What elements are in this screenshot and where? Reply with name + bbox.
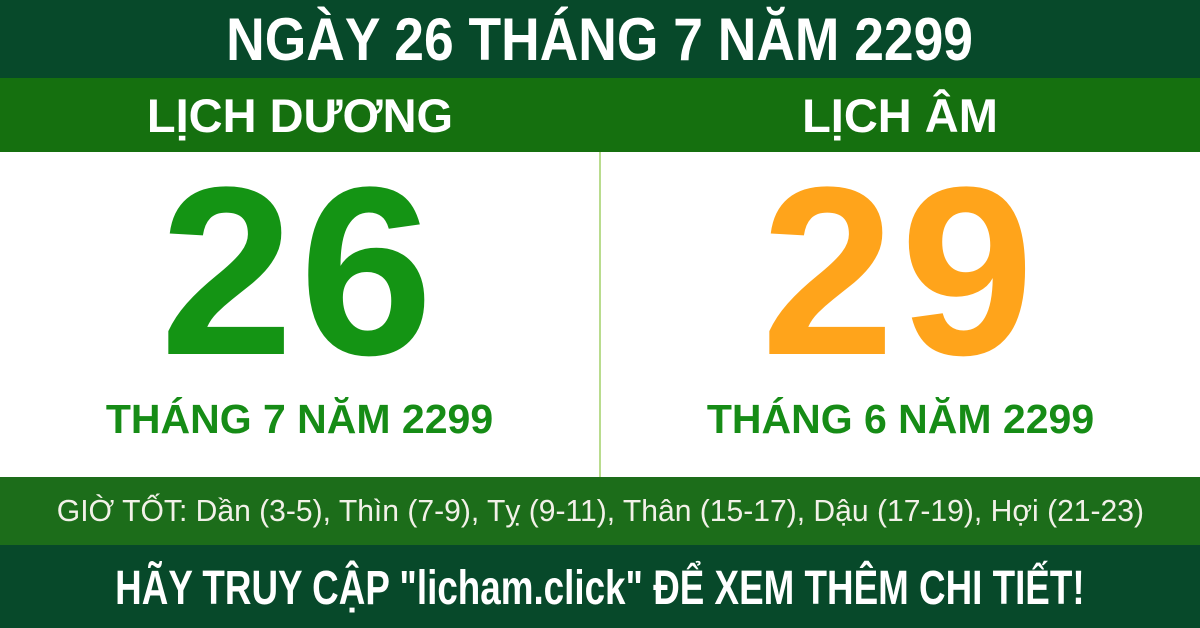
calendar-panels: 26 THÁNG 7 NĂM 2299 29 THÁNG 6 NĂM 2299 — [0, 137, 1200, 477]
lunar-panel: 29 THÁNG 6 NĂM 2299 — [601, 137, 1200, 477]
solar-calendar-header: LỊCH DƯƠNG — [0, 78, 600, 152]
footer-cta-text: HÃY TRUY CẬP "licham.click" ĐỂ XEM THÊM … — [115, 559, 1085, 614]
lunar-day-number: 29 — [761, 137, 1040, 405]
solar-panel: 26 THÁNG 7 NĂM 2299 — [0, 137, 599, 477]
panel-divider — [599, 152, 601, 477]
calendar-type-bar: LỊCH DƯƠNG LỊCH ÂM — [0, 78, 1200, 152]
footer-cta-bar: HÃY TRUY CẬP "licham.click" ĐỂ XEM THÊM … — [0, 545, 1200, 628]
solar-month-year: THÁNG 7 NĂM 2299 — [105, 396, 494, 442]
lunar-month-year: THÁNG 6 NĂM 2299 — [706, 396, 1095, 442]
solar-calendar-label: LỊCH DƯƠNG — [146, 88, 454, 142]
solar-day-number: 26 — [160, 137, 439, 405]
lunar-calendar-header: LỊCH ÂM — [600, 78, 1200, 152]
good-hours-bar: GIỜ TỐT: Dần (3-5), Thìn (7-9), Tỵ (9-11… — [0, 477, 1200, 545]
lunar-calendar-label: LỊCH ÂM — [802, 88, 998, 142]
date-header-title: NGÀY 26 THÁNG 7 NĂM 2299 — [226, 5, 974, 73]
good-hours-text: GIỜ TỐT: Dần (3-5), Thìn (7-9), Tỵ (9-11… — [56, 493, 1144, 528]
date-header: NGÀY 26 THÁNG 7 NĂM 2299 — [0, 0, 1200, 78]
